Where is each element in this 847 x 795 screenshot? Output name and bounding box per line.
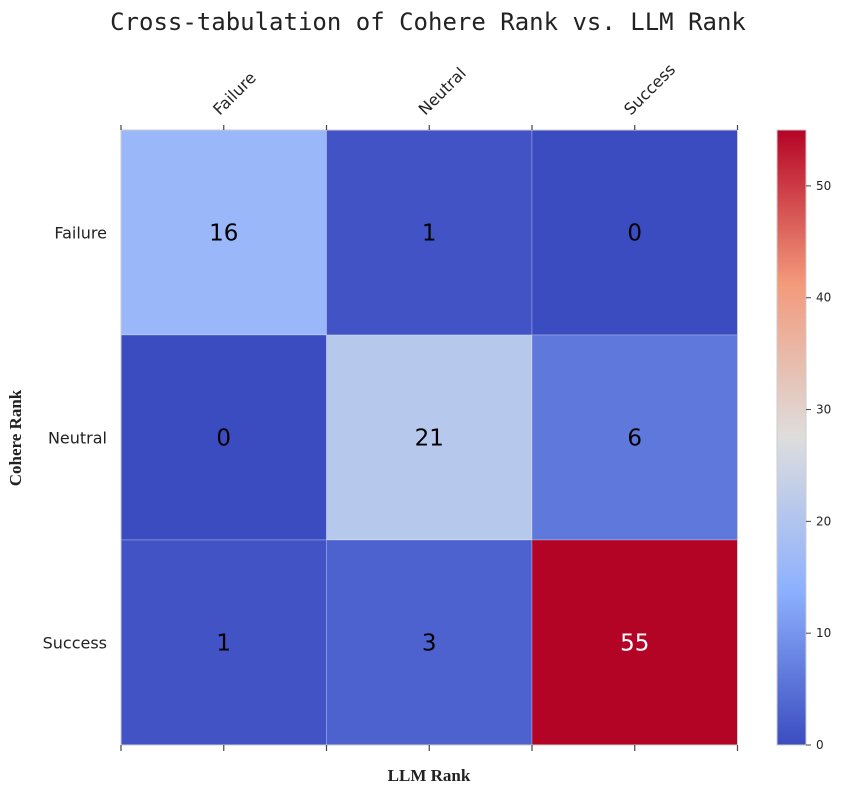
colorbar-tick-label: 0	[816, 738, 824, 752]
y-tick-label: Failure	[54, 224, 107, 243]
x-tick-label: Success	[620, 60, 679, 119]
cell-value-label: 0	[627, 221, 642, 247]
cell-value-label: 3	[422, 631, 437, 657]
x-tick-label: Failure	[209, 68, 260, 119]
y-axis-label: Cohere Rank	[6, 389, 25, 486]
colorbar-tick-label: 30	[816, 403, 831, 417]
cell-value-label: 6	[627, 426, 642, 452]
heatmap-cell	[120, 539, 327, 746]
chart-title: Cross-tabulation of Cohere Rank vs. LLM …	[110, 8, 746, 36]
heatmap-cell	[531, 334, 738, 541]
cell-value-label: 55	[620, 631, 649, 657]
heatmap-cell-labels: 16 1 0 0 21 6 1 3 55	[209, 221, 649, 657]
cell-value-label: 21	[415, 426, 444, 452]
heatmap-cell	[326, 539, 533, 746]
colorbar-tick-label: 40	[816, 291, 831, 305]
colorbar-tick-label: 10	[816, 626, 831, 640]
heatmap-cell	[326, 129, 533, 336]
cell-value-label: 0	[216, 426, 231, 452]
colorbar-tick-label: 50	[816, 179, 831, 193]
x-tick-label: Neutral	[415, 64, 470, 119]
y-axis-ticks: Failure Neutral Success	[43, 224, 107, 653]
cell-value-label: 1	[422, 221, 437, 247]
heatmap-cell	[120, 334, 327, 541]
colorbar-tick-label: 20	[816, 514, 831, 528]
colorbar: 0 10 20 30 40 50	[776, 129, 831, 752]
heatmap-cell	[120, 129, 327, 336]
cell-value-label: 16	[209, 221, 238, 247]
x-axis-label: LLM Rank	[388, 766, 471, 785]
heatmap-cell	[326, 334, 533, 541]
cell-value-label: 1	[216, 631, 231, 657]
colorbar-gradient	[776, 129, 807, 746]
y-tick-label: Neutral	[48, 429, 107, 448]
heatmap-cells	[120, 129, 738, 746]
y-tick-label: Success	[43, 634, 107, 653]
